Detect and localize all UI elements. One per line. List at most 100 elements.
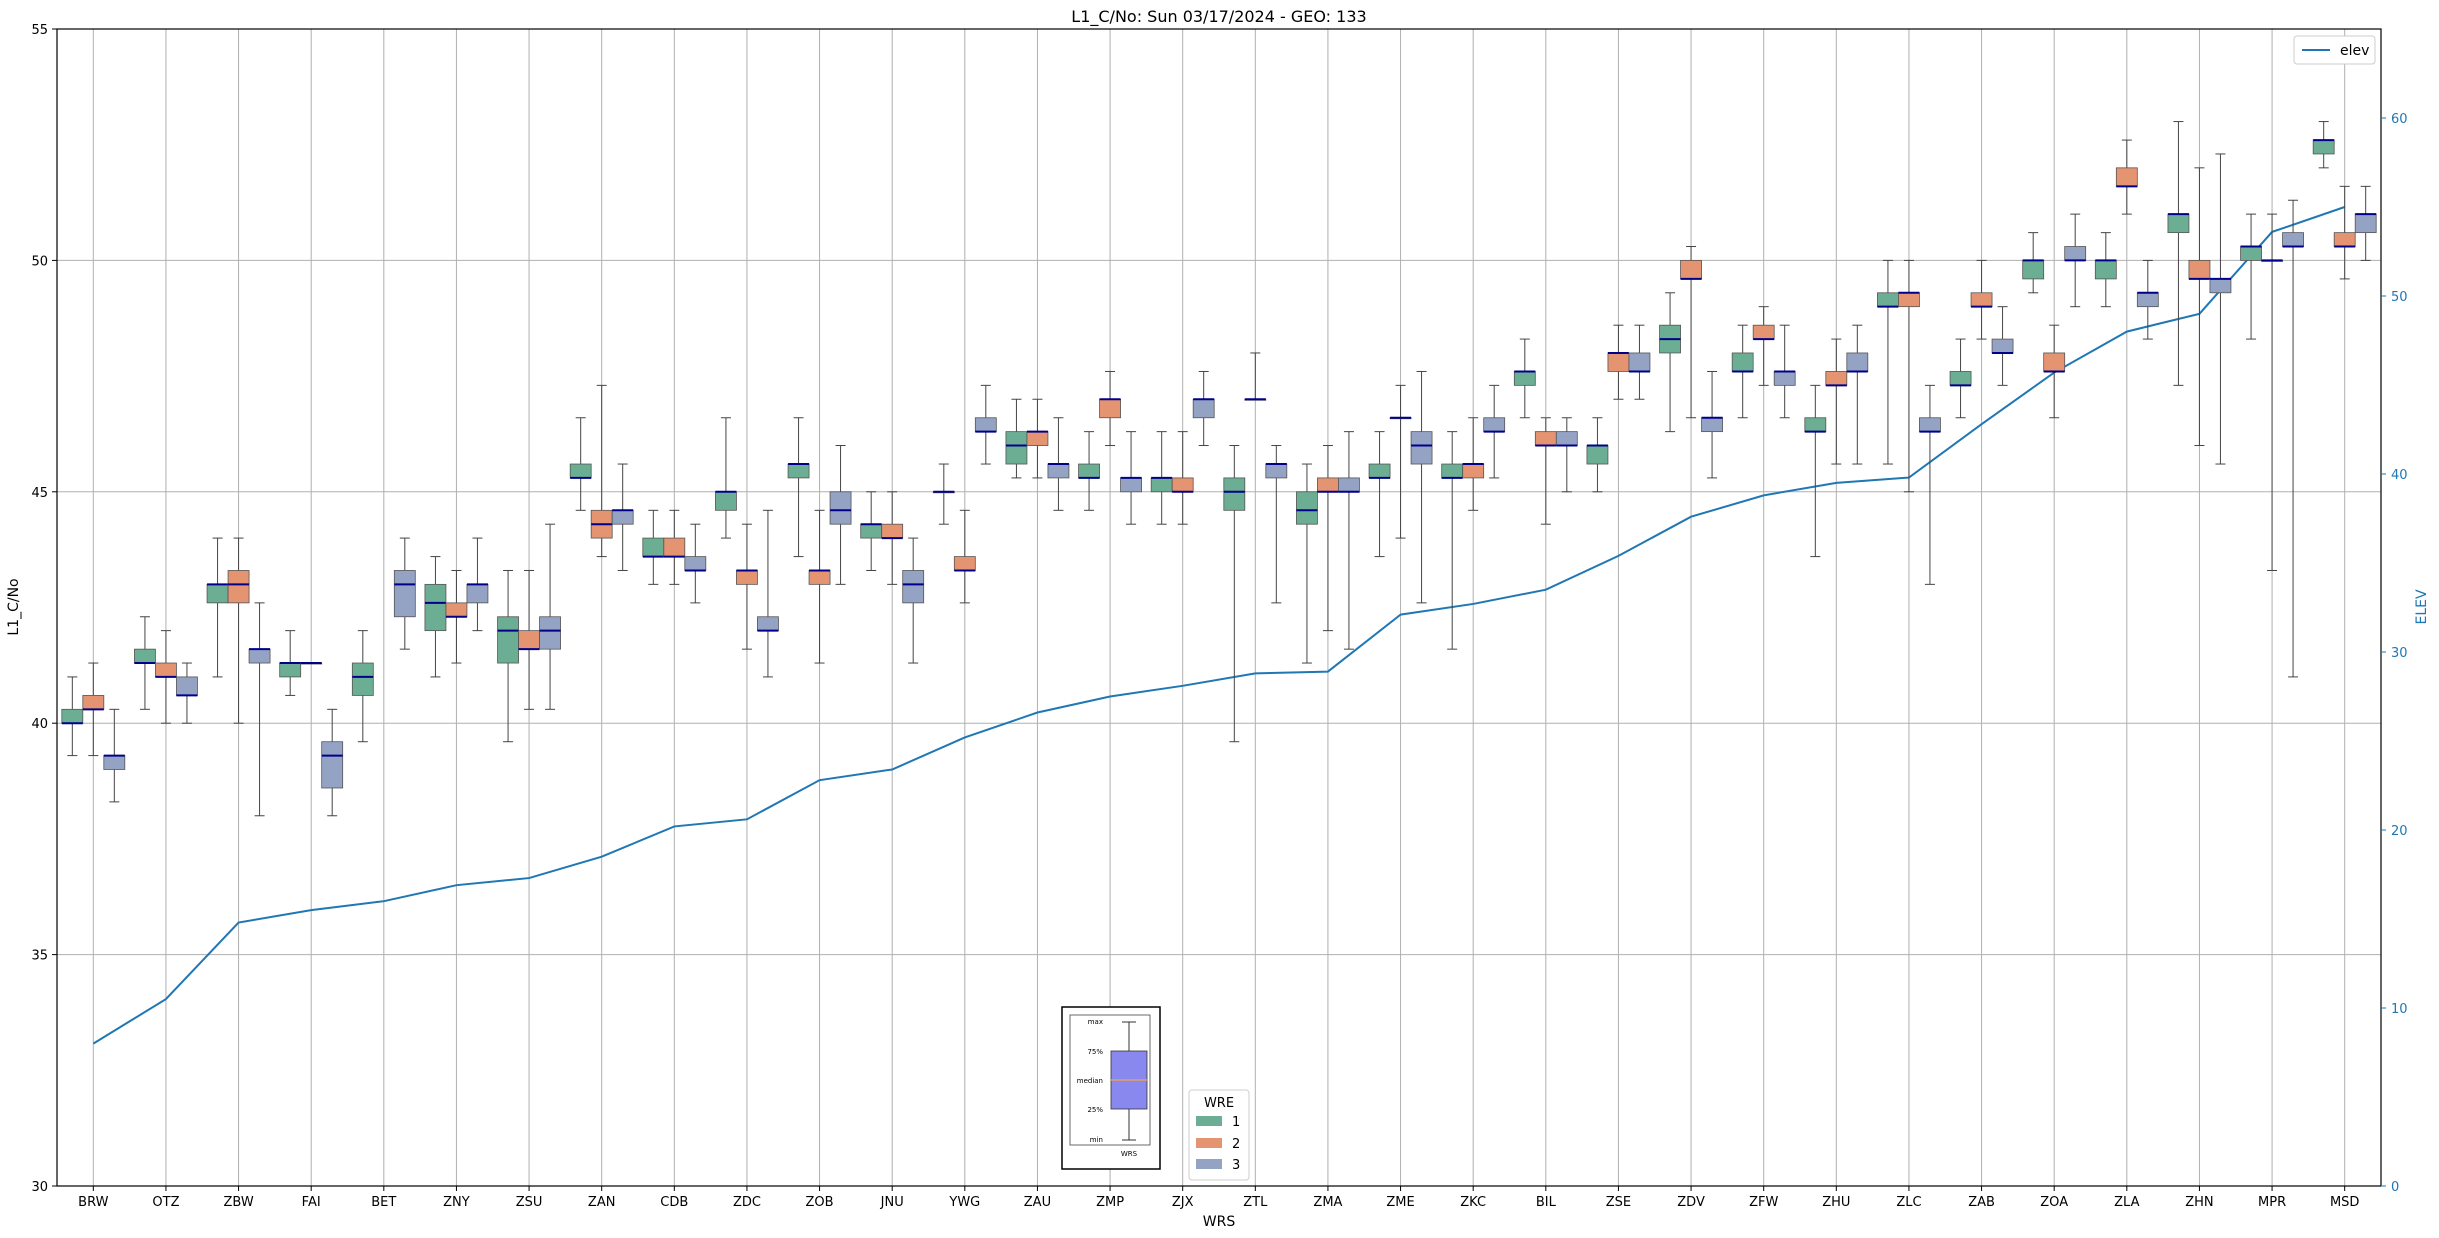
box-cdb-wre2 bbox=[663, 509, 686, 585]
box-body bbox=[1513, 371, 1536, 386]
wre-legend-label-3: 3 bbox=[1232, 1158, 1240, 1173]
box-zjx-wre1 bbox=[1150, 431, 1173, 525]
box-zan-wre2 bbox=[590, 384, 613, 558]
box-zsu-wre3 bbox=[539, 523, 561, 710]
y-tick-label: 40 bbox=[31, 717, 48, 732]
box-body bbox=[1991, 338, 2014, 354]
box-body bbox=[1825, 371, 1848, 386]
box-zbw-wre3 bbox=[248, 602, 271, 817]
box-zhn-wre3 bbox=[2209, 153, 2232, 465]
box-plot-layer bbox=[61, 121, 2377, 817]
box-body bbox=[569, 463, 592, 479]
box-key-label-max: max bbox=[1088, 1018, 1103, 1026]
box-body bbox=[829, 491, 852, 525]
x-tick-label: ZAN bbox=[588, 1195, 616, 1210]
box-body bbox=[103, 755, 126, 770]
box-zla-wre3 bbox=[2136, 259, 2159, 340]
x-tick-label: ZTL bbox=[1243, 1195, 1268, 1210]
y2-tick-label: 0 bbox=[2391, 1180, 2399, 1195]
box-zny-wre3 bbox=[466, 537, 489, 632]
box-brw-wre1 bbox=[61, 676, 84, 757]
box-body bbox=[2240, 246, 2262, 261]
box-zfw-wre1 bbox=[1731, 324, 1754, 419]
box-msd-wre3 bbox=[2354, 185, 2377, 261]
box-body bbox=[902, 570, 925, 604]
box-zfw-wre2 bbox=[1752, 306, 1775, 386]
box-body bbox=[206, 583, 229, 604]
box-bet-wre3 bbox=[393, 537, 416, 650]
box-body bbox=[1949, 371, 1972, 386]
box-zau-wre3 bbox=[1047, 417, 1070, 511]
box-ywg-wre2 bbox=[953, 509, 976, 604]
box-mpr-wre3 bbox=[2282, 199, 2304, 678]
box-body bbox=[1846, 352, 1869, 372]
box-body bbox=[808, 570, 831, 585]
box-body bbox=[1005, 431, 1028, 465]
box-body bbox=[445, 602, 468, 618]
x-tick-label: ZNY bbox=[443, 1195, 470, 1210]
box-key-label-q3: 75% bbox=[1087, 1048, 1103, 1056]
box-body bbox=[1628, 352, 1651, 372]
x-tick-label: BRW bbox=[78, 1195, 108, 1210]
box-body bbox=[736, 570, 758, 585]
x-tick-label: ZOA bbox=[2040, 1195, 2068, 1210]
box-zma-wre1 bbox=[1296, 463, 1318, 664]
x-tick-label: ZFW bbox=[1749, 1195, 1778, 1210]
x-tick-label: ZLA bbox=[2114, 1195, 2139, 1210]
box-zbw-wre2 bbox=[227, 537, 250, 724]
box-body bbox=[82, 695, 105, 710]
box-body bbox=[134, 648, 156, 664]
box-otz-wre1 bbox=[134, 616, 156, 710]
box-body bbox=[497, 616, 519, 664]
box-ztl-wre3 bbox=[1265, 445, 1288, 604]
box-key-label-min: min bbox=[1090, 1136, 1103, 1144]
box-body bbox=[1192, 398, 1215, 419]
plot-frame bbox=[56, 28, 2382, 1187]
box-otz-wre2 bbox=[155, 630, 177, 724]
box-fai-wre3 bbox=[321, 708, 344, 817]
box-body bbox=[1026, 431, 1049, 446]
box-ywg-wre3 bbox=[974, 384, 997, 465]
box-zmp-wre2 bbox=[1099, 370, 1121, 447]
box-zdc-wre2 bbox=[736, 523, 758, 650]
elev-legend: elev bbox=[2293, 35, 2376, 65]
y2-tick-label: 30 bbox=[2391, 646, 2408, 661]
box-jnu-wre1 bbox=[860, 491, 883, 571]
box-zma-wre3 bbox=[1338, 431, 1360, 650]
box-zny-wre1 bbox=[424, 556, 447, 678]
box-zob-wre3 bbox=[829, 445, 852, 585]
box-ztl-wre2 bbox=[1244, 352, 1267, 401]
y2-tick-label: 10 bbox=[2391, 1002, 2408, 1017]
x-tick-label: ZDC bbox=[733, 1195, 761, 1210]
box-body bbox=[1317, 477, 1339, 493]
chart-title: L1_C/No: Sun 03/17/2024 - GEO: 133 bbox=[1071, 7, 1366, 27]
box-bil-wre1 bbox=[1513, 338, 1536, 419]
box-zla-wre1 bbox=[2094, 232, 2117, 308]
box-msd-wre2 bbox=[2333, 185, 2356, 280]
box-body bbox=[155, 662, 177, 678]
box-zan-wre3 bbox=[611, 463, 634, 571]
x-tick-label: MSD bbox=[2330, 1195, 2359, 1210]
box-brw-wre3 bbox=[103, 708, 126, 803]
box-body bbox=[1441, 463, 1464, 479]
box-body bbox=[1171, 477, 1194, 493]
box-zau-wre1 bbox=[1005, 398, 1028, 479]
box-body bbox=[2188, 259, 2211, 280]
box-body bbox=[1970, 292, 1993, 308]
x-tick-label: YWG bbox=[948, 1195, 980, 1210]
box-body bbox=[1078, 463, 1100, 479]
box-body bbox=[1265, 463, 1288, 479]
box-zma-wre2 bbox=[1317, 445, 1339, 632]
wre-legend-title: WRE bbox=[1204, 1096, 1234, 1111]
box-zab-wre3 bbox=[1991, 306, 2014, 386]
x-tick-label: ZJX bbox=[1172, 1195, 1194, 1210]
box-zdc-wre3 bbox=[757, 509, 779, 678]
box-zlc-wre2 bbox=[1898, 259, 1920, 493]
box-brw-wre2 bbox=[82, 662, 105, 757]
y2-tick-label: 60 bbox=[2391, 112, 2408, 127]
box-key-inset: max 75% median 25% min WRS bbox=[1061, 1006, 1161, 1170]
box-body bbox=[663, 537, 686, 557]
box-body bbox=[248, 648, 271, 664]
box-body bbox=[393, 570, 416, 618]
box-body bbox=[2333, 232, 2356, 247]
